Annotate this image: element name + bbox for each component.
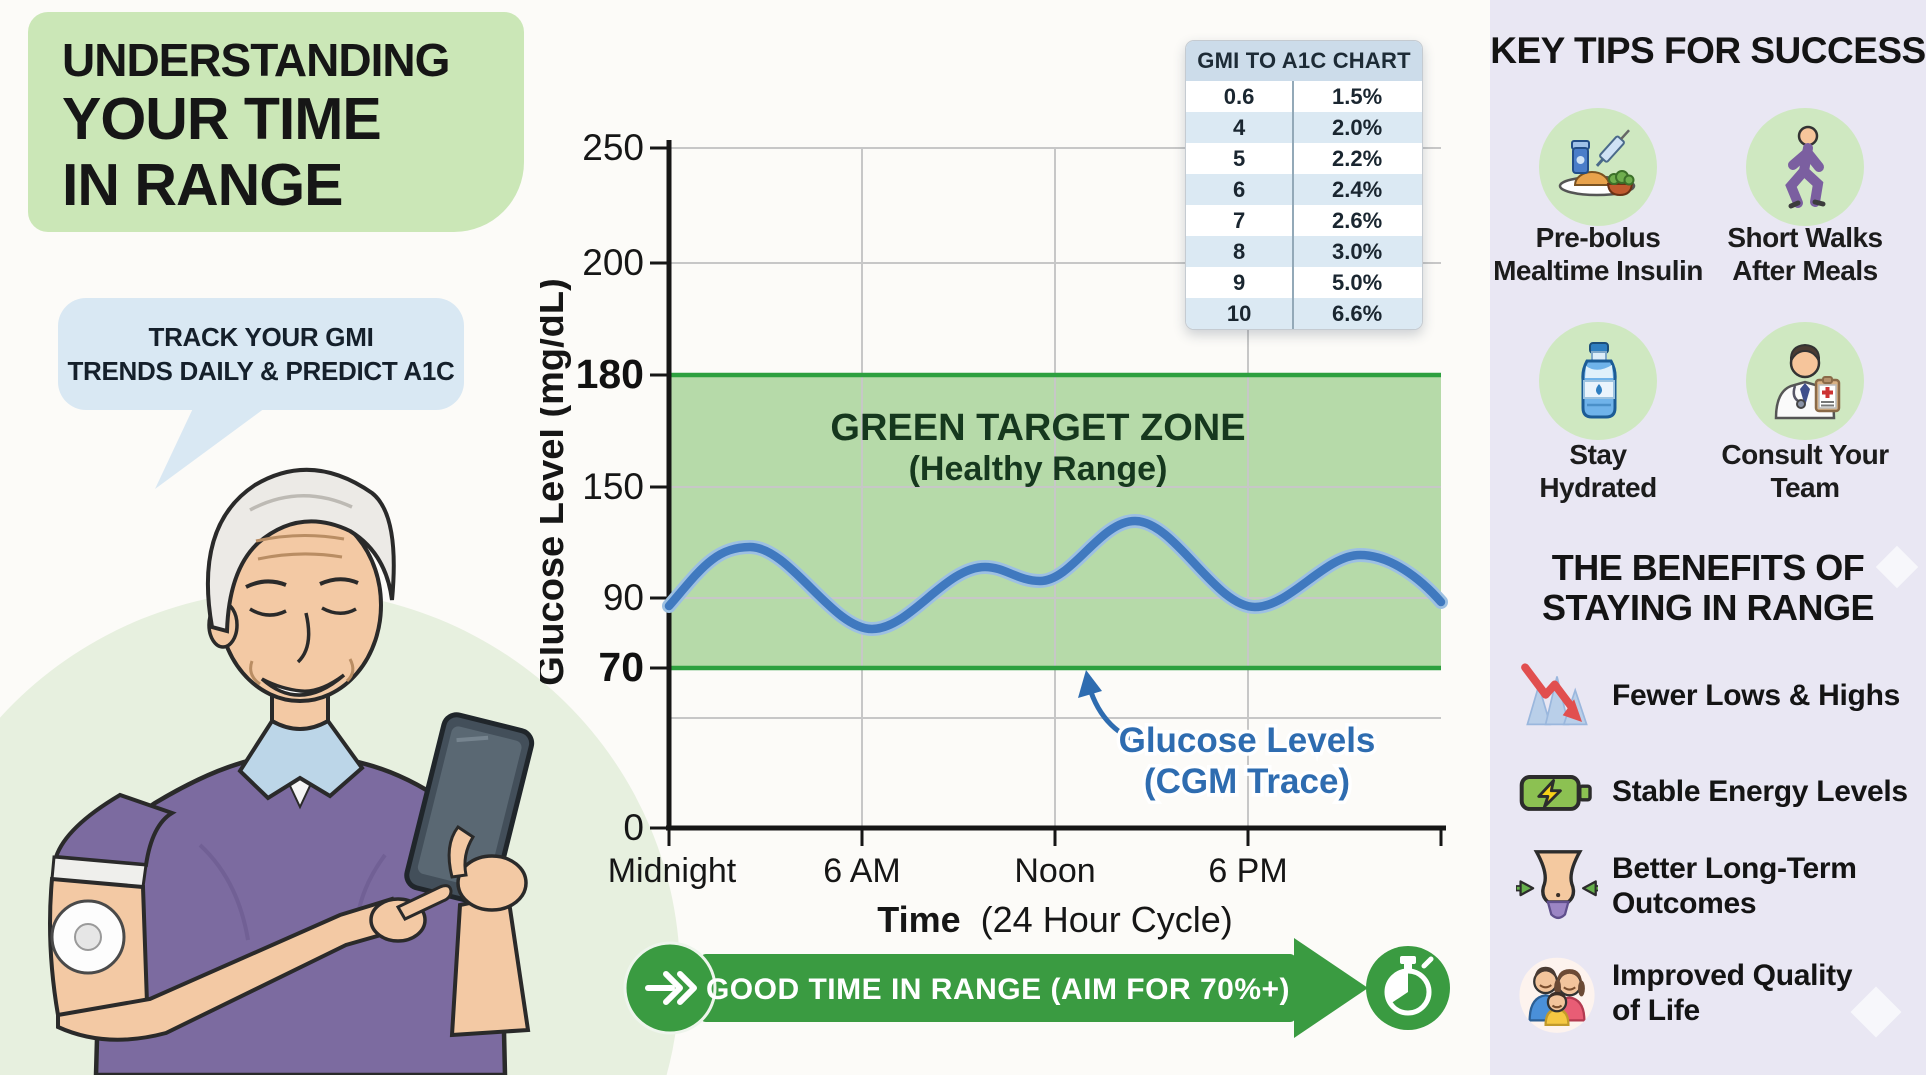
table-row: 4 2.0% (1186, 112, 1422, 143)
title-line-3: IN RANGE (62, 152, 343, 218)
cgm-patch-center (74, 923, 102, 951)
tick-marks (650, 146, 1443, 846)
tip-label: Consult Your Team (1721, 439, 1889, 503)
y-tick-180: 180 (576, 351, 644, 397)
tip-icon-circle (1746, 108, 1864, 226)
banner-arrowhead (1294, 938, 1368, 1038)
y-tick-90: 90 (603, 577, 644, 618)
banner-bar (700, 954, 1296, 1022)
table-row: 9 5.0% (1232, 269, 1383, 295)
time-in-range-banner: GOOD TIME IN RANGE (AIM FOR 70%+) (623, 938, 1450, 1038)
y-tick-200: 200 (582, 242, 644, 283)
y-tick-70: 70 (598, 644, 644, 690)
table-row: 5 2.2% (1232, 145, 1383, 171)
benefit-label: Stable Energy Levels (1612, 775, 1908, 808)
waist-outcomes-icon (1516, 850, 1598, 920)
collar (237, 718, 365, 801)
trace-label-line-2: (CGM Trace) (1144, 762, 1350, 801)
holding-hand (456, 854, 528, 912)
meal-insulin-icon (1558, 129, 1636, 197)
benefits-title: THE BENEFITS OF STAYING IN RANGE (1541, 547, 1875, 628)
glucose-chart: 250 200 180 150 90 70 0 Glucose Level (m… (540, 127, 1448, 940)
title-line-1: UNDERSTANDING (62, 34, 450, 86)
benefit-label: Fewer Lows & Highs (1612, 679, 1900, 712)
tip-icon-circle (1539, 322, 1657, 440)
x-tick-6am: 6 AM (823, 852, 900, 890)
table-row: 0.6 1.5% (1223, 83, 1383, 109)
water-bottle-icon (1581, 342, 1617, 419)
table-row: 6 2.4% (1186, 174, 1422, 205)
tip-icon-circle (1746, 322, 1864, 440)
hair (205, 467, 396, 634)
y-tick-0: 0 (623, 807, 644, 848)
title-line-2: YOUR TIME (62, 86, 382, 152)
gmi-to-a1c-table: GMI TO A1C CHART 0.6 1.5% 4 2.0% 5 2.2% … (1185, 40, 1423, 330)
man-with-cgm-illustration (0, 467, 680, 1075)
walking-person-icon (1785, 125, 1826, 209)
title-card: UNDERSTANDING YOUR TIME IN RANGE (28, 12, 524, 232)
fewer-spikes-icon (1521, 663, 1588, 726)
gmi-table-body: 0.6 1.5% 4 2.0% 5 2.2% 6 2.4% 7 2.6% 8 3… (1186, 81, 1422, 329)
trace-annotation-arrow (1086, 685, 1153, 747)
gmi-table-title: GMI TO A1C CHART (1186, 41, 1422, 81)
family-icon (1519, 957, 1595, 1033)
benefit-label: Better Long-Term Outcomes (1612, 852, 1857, 920)
table-row: 10 6.6% (1186, 298, 1422, 329)
y-tick-150: 150 (582, 466, 644, 507)
battery-energy-icon (1519, 775, 1592, 811)
x-tick-noon: Noon (1014, 852, 1095, 890)
tip-label: Pre-bolus Mealtime Insulin (1493, 222, 1703, 286)
speech-bubble: TRACK YOUR GMI TRENDS DAILY & PREDICT A1… (58, 298, 464, 410)
zone-label-line-1: GREEN TARGET ZONE (830, 407, 1245, 449)
benefit-label: Improved Quality of Life (1612, 959, 1853, 1027)
trace-annotation-arrowhead (1078, 670, 1102, 698)
cgm-trace (664, 516, 1446, 634)
speech-bubble-line-1: TRACK YOUR GMI (148, 322, 374, 352)
y-tick-250: 250 (582, 127, 644, 168)
y-axis-title: Glucose Level (mg/dL) (540, 278, 572, 686)
doctor-icon (1774, 343, 1841, 420)
banner-text: GOOD TIME IN RANGE (AIM FOR 70%+) (706, 973, 1290, 1006)
tip-label: Stay Hydrated (1539, 439, 1657, 503)
x-tick-6pm: 6 PM (1208, 852, 1287, 890)
table-column-divider (1292, 81, 1295, 329)
pointing-finger (395, 884, 453, 921)
right-panel: KEY TIPS FOR SUCCESS (1490, 0, 1926, 1075)
speech-bubble-line-2: TRENDS DAILY & PREDICT A1C (67, 356, 455, 386)
speech-bubble-tail (155, 404, 265, 489)
table-row: 7 2.6% (1232, 207, 1383, 233)
tip-icon-circle (1539, 108, 1657, 226)
tips-title: KEY TIPS FOR SUCCESS (1490, 30, 1926, 71)
stopwatch-icon (1366, 946, 1450, 1030)
x-tick-midnight: Midnight (608, 852, 737, 890)
zone-label-line-2: (Healthy Range) (909, 450, 1168, 488)
tip-label: Short Walks After Meals (1727, 222, 1883, 286)
trace-label-line-1: Glucose Levels (1119, 721, 1376, 760)
table-row: 8 3.0% (1186, 236, 1422, 267)
x-axis-title: Time (24 Hour Cycle) (877, 899, 1232, 940)
